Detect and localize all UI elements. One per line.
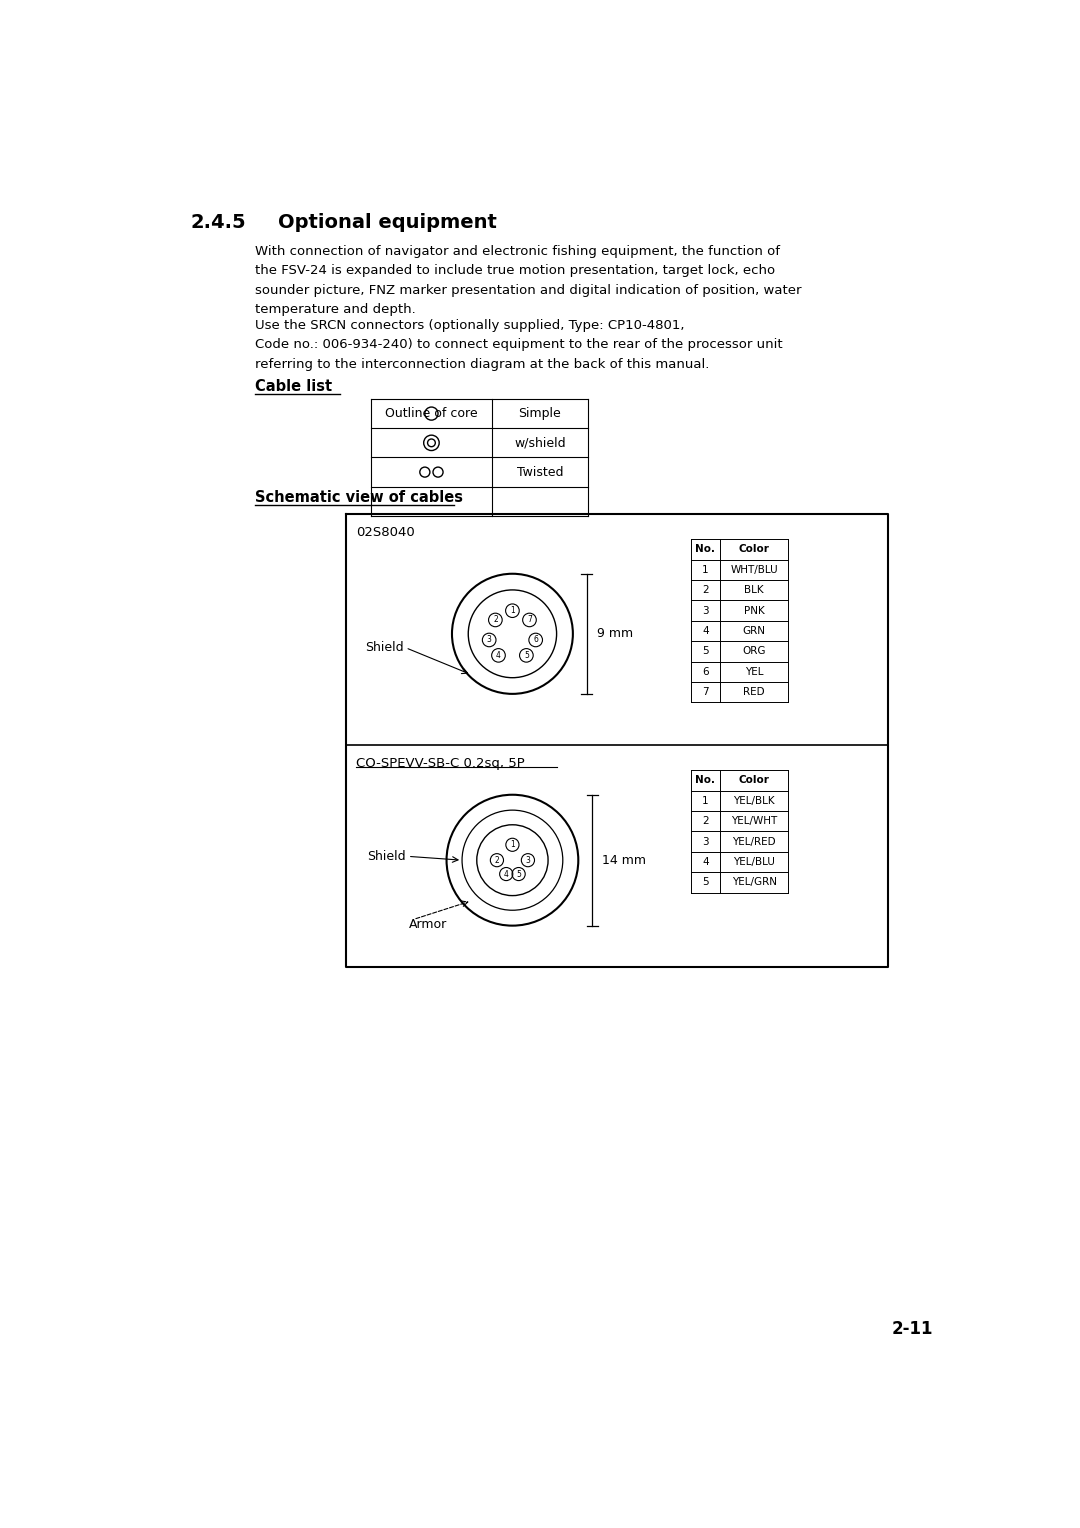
Text: With connection of navigator and electronic fishing equipment, the function of
t: With connection of navigator and electro…: [255, 244, 801, 316]
Text: CO-SPEVV-SB-C 0.2sq, 5P: CO-SPEVV-SB-C 0.2sq, 5P: [356, 756, 525, 770]
Text: 4: 4: [702, 626, 708, 636]
Text: 5: 5: [516, 869, 521, 879]
Text: Use the SRCN connectors (optionally supplied, Type: CP10-4801,
Code no.: 006-934: Use the SRCN connectors (optionally supp…: [255, 319, 783, 371]
Text: 5: 5: [702, 646, 708, 657]
Text: No.: No.: [696, 544, 715, 555]
Text: w/shield: w/shield: [514, 437, 566, 449]
Text: 2: 2: [495, 856, 499, 865]
Text: 2: 2: [702, 585, 708, 594]
Text: Schematic view of cables: Schematic view of cables: [255, 490, 463, 504]
Text: Shield: Shield: [365, 642, 404, 654]
Text: 1: 1: [702, 796, 708, 805]
Text: 7: 7: [527, 616, 532, 625]
Text: YEL: YEL: [745, 666, 764, 677]
Text: BLK: BLK: [744, 585, 764, 594]
Text: YEL/RED: YEL/RED: [732, 836, 777, 847]
Text: 1: 1: [510, 607, 515, 616]
Text: 5: 5: [702, 877, 708, 888]
Text: 3: 3: [702, 605, 708, 616]
Text: Outline of core: Outline of core: [386, 406, 477, 420]
Text: 4: 4: [503, 869, 509, 879]
Text: 4: 4: [702, 857, 708, 866]
Text: WHT/BLU: WHT/BLU: [730, 565, 778, 575]
Text: Color: Color: [739, 775, 770, 785]
Text: Optional equipment: Optional equipment: [279, 212, 497, 232]
Text: 5: 5: [524, 651, 529, 660]
Text: YEL/GRN: YEL/GRN: [732, 877, 777, 888]
Text: 3: 3: [487, 636, 491, 645]
Text: 2: 2: [492, 616, 498, 625]
Text: GRN: GRN: [743, 626, 766, 636]
Text: Simple: Simple: [518, 406, 562, 420]
Text: YEL/WHT: YEL/WHT: [731, 816, 778, 827]
Text: 2.4.5: 2.4.5: [191, 212, 246, 232]
Text: 14 mm: 14 mm: [603, 854, 646, 866]
Text: 9 mm: 9 mm: [597, 628, 633, 640]
Text: 4: 4: [496, 651, 501, 660]
Text: No.: No.: [696, 775, 715, 785]
Text: PNK: PNK: [744, 605, 765, 616]
Text: Armor: Armor: [409, 918, 447, 931]
Text: 3: 3: [526, 856, 530, 865]
Text: 6: 6: [534, 636, 538, 645]
Text: 1: 1: [510, 840, 515, 850]
Text: Cable list: Cable list: [255, 379, 333, 394]
Text: 3: 3: [702, 836, 708, 847]
Text: YEL/BLK: YEL/BLK: [733, 796, 775, 805]
Text: 2: 2: [702, 816, 708, 827]
Text: ORG: ORG: [742, 646, 766, 657]
Text: Twisted: Twisted: [516, 466, 563, 478]
Text: 6: 6: [702, 666, 708, 677]
Text: 02S8040: 02S8040: [356, 526, 415, 539]
Text: Color: Color: [739, 544, 770, 555]
Text: Shield: Shield: [367, 850, 406, 863]
Text: 1: 1: [702, 565, 708, 575]
Text: 2-11: 2-11: [892, 1320, 933, 1339]
Text: RED: RED: [743, 688, 765, 697]
Text: YEL/BLU: YEL/BLU: [733, 857, 775, 866]
Text: 7: 7: [702, 688, 708, 697]
